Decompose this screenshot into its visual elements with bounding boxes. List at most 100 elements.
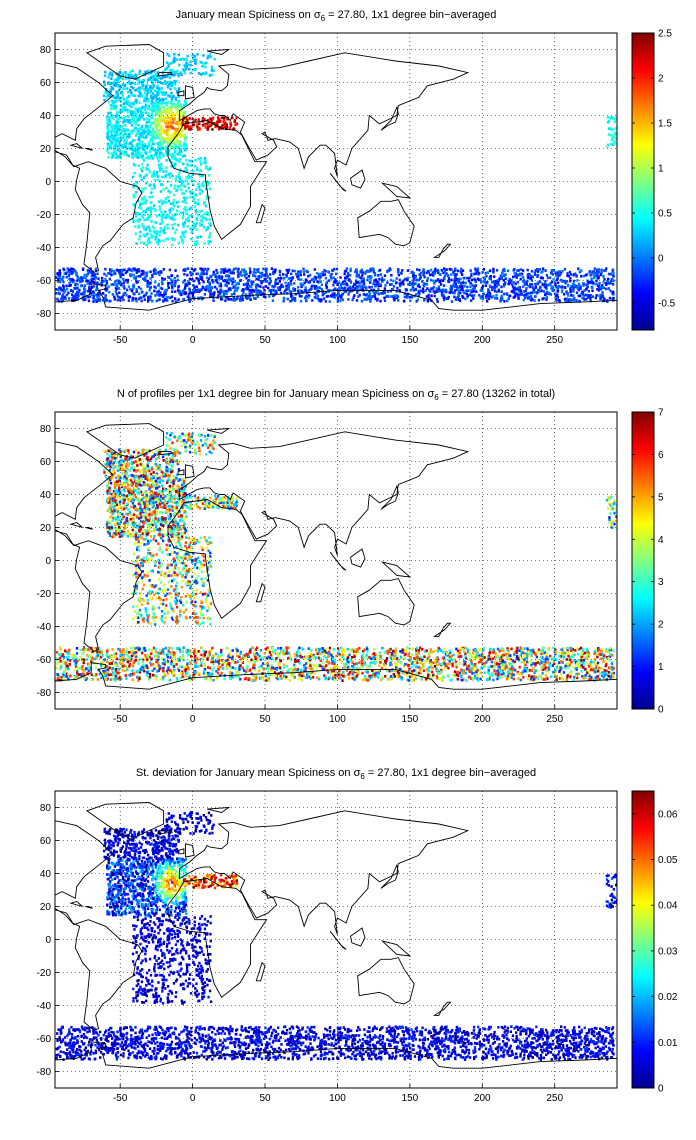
data-cell (290, 278, 294, 281)
data-cell (139, 133, 142, 136)
data-cell (519, 290, 523, 293)
data-cell (392, 285, 396, 288)
data-cell (177, 117, 180, 120)
data-cell (184, 267, 187, 271)
data-cell (150, 89, 153, 93)
data-cell (158, 529, 161, 533)
data-cell (185, 57, 188, 61)
data-cell (161, 277, 164, 280)
data-cell (164, 210, 167, 214)
data-cell (201, 174, 204, 178)
data-cell (155, 77, 159, 80)
data-cell (332, 288, 335, 292)
data-cell (167, 189, 171, 193)
data-cell (171, 497, 174, 500)
data-cell (170, 99, 173, 103)
data-cell (138, 69, 142, 73)
data-cell (95, 267, 98, 271)
data-cell (524, 296, 527, 300)
data-cell (173, 184, 177, 188)
data-cell (542, 283, 545, 287)
data-cell (130, 91, 133, 95)
data-cell (300, 278, 303, 281)
data-cell (111, 293, 115, 296)
data-cell (604, 269, 607, 272)
data-cell (522, 280, 525, 283)
data-cell (176, 278, 179, 282)
colorbar: 2.521.510.50-0.5 (631, 29, 676, 331)
data-cell (117, 72, 120, 76)
data-cell (113, 149, 117, 153)
data-cell (68, 281, 71, 285)
y-tick-label: -40 (37, 243, 52, 254)
data-cell (197, 118, 200, 121)
data-cell (130, 101, 134, 105)
data-cell (352, 296, 355, 300)
data-cell (131, 299, 134, 302)
data-cell (126, 135, 129, 139)
data-cell (567, 294, 570, 297)
data-cell (297, 285, 300, 289)
data-cell (418, 285, 421, 289)
data-cell (544, 269, 547, 272)
data-cell (204, 267, 207, 271)
data-cell (185, 116, 188, 120)
data-cell (177, 112, 180, 115)
data-cell (224, 279, 227, 283)
data-cell (70, 272, 73, 275)
data-cell (178, 140, 182, 144)
data-cell (312, 277, 315, 281)
data-cell (304, 286, 307, 290)
data-cell (170, 125, 173, 129)
data-cell (155, 492, 158, 496)
data-cell (422, 273, 425, 277)
data-cell (138, 151, 142, 155)
data-cell (533, 273, 537, 276)
colorbar-tick-label: 0 (658, 254, 664, 265)
data-cell (200, 268, 204, 271)
data-cell (194, 118, 197, 122)
data-cell (146, 279, 149, 283)
data-cell (512, 291, 515, 294)
data-cell (239, 295, 242, 299)
data-cell (225, 127, 228, 130)
data-cell (368, 290, 371, 294)
data-cell (428, 297, 432, 301)
data-cell (108, 90, 111, 94)
data-cell (261, 271, 264, 275)
data-cell (132, 110, 135, 114)
data-cell (144, 504, 147, 508)
data-cell (163, 141, 166, 145)
data-cell (155, 292, 159, 295)
data-cell (93, 273, 96, 276)
data-cell (179, 117, 182, 120)
data-cell (193, 120, 196, 124)
data-cell (122, 87, 126, 90)
data-cell (82, 276, 85, 280)
data-cell (342, 287, 345, 291)
data-cell (299, 273, 302, 277)
data-cell (133, 94, 137, 98)
data-cell (64, 297, 67, 300)
data-cell (115, 142, 118, 145)
data-cell (153, 186, 156, 190)
data-cell (132, 102, 135, 106)
data-cell (159, 222, 162, 226)
data-cell (411, 270, 414, 274)
data-cell (174, 280, 177, 284)
data-cell (117, 139, 120, 143)
data-cell (142, 129, 145, 133)
data-cell (612, 293, 615, 296)
data-cell (122, 117, 125, 120)
data-cell (175, 58, 179, 61)
data-cell (210, 73, 213, 77)
data-cell (111, 142, 114, 145)
data-cell (200, 223, 204, 227)
data-cell (137, 502, 141, 506)
data-cell (109, 90, 113, 93)
data-cell (95, 293, 98, 297)
data-cell (423, 298, 426, 302)
data-cell (481, 297, 485, 301)
data-cell (300, 285, 303, 289)
data-cell (442, 296, 445, 300)
